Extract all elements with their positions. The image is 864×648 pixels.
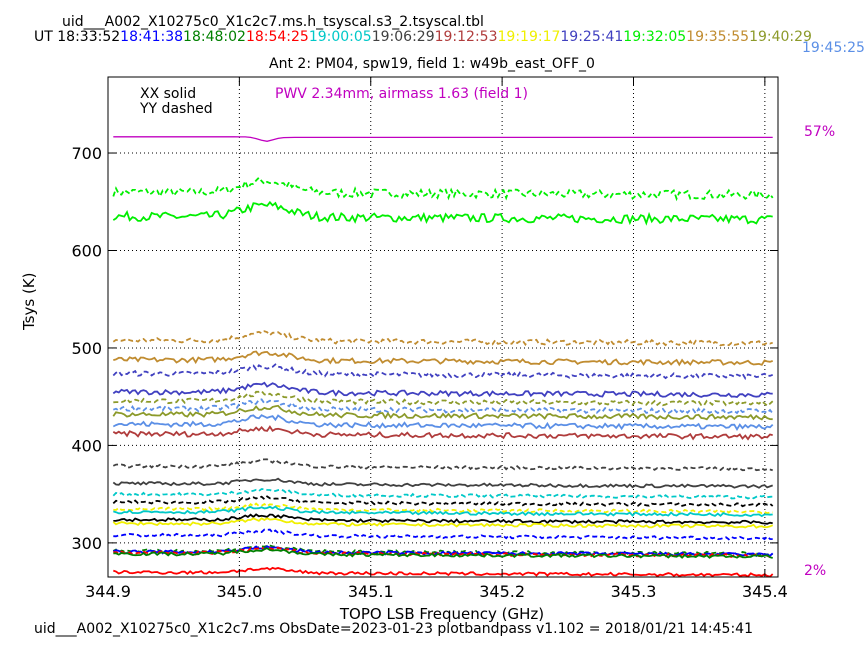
file-title: uid___A002_X10275c0_X1c2c7.ms.h_tsyscal.… [62,14,484,30]
series-line [112,381,773,399]
time-entry: 19:25:41 [560,29,624,45]
series-line [112,414,774,432]
x-tick-label: 345.2 [479,582,525,601]
series-line [112,404,773,421]
series-line [112,517,774,529]
time-list: 18:33:5218:41:3818:48:0218:54:2519:00:05… [57,29,812,45]
time-entry: 18:33:52 [57,29,121,45]
series-line [112,488,773,500]
series-line [113,513,773,525]
time-entry: 19:12:53 [434,29,498,45]
series-line [113,547,773,559]
footer-text: uid___A002_X10275c0_X1c2c7.ms ObsDate=20… [34,621,753,637]
series-line [113,350,773,367]
series-line [112,363,774,380]
time-entry: 18:54:25 [245,29,309,45]
series-line [112,477,774,489]
y-tick-label: 400 [71,436,102,455]
series-line [112,495,774,508]
time-entry: 18:41:38 [120,29,184,45]
plot-frame [107,76,779,578]
series-line [112,330,773,347]
x-tick-label: 345.4 [742,582,788,601]
x-tick-label: 345.0 [216,582,262,601]
legend-yy-dashed: YY dashed [139,101,213,117]
series-line [113,505,773,518]
y-tick-label: 500 [71,339,102,358]
time-legend: UT 18:33:5218:41:3818:48:0218:54:2519:00… [34,29,812,45]
series-line [113,528,773,541]
series-line [112,176,774,202]
y-tick-label: 300 [71,534,102,553]
time-entry: 19:00:05 [308,29,372,45]
series-line [113,390,774,407]
time-entry: 19:06:29 [371,29,435,45]
series-line [113,566,774,578]
plot-subtitle: Ant 2: PM04, spw19, field 1: w49b_east_O… [269,56,595,72]
right-axis-top-label: 57% [804,124,836,140]
atm-transmission-line [113,136,773,142]
ut-label: UT [34,29,53,45]
time-legend-overflow: 19:45:25 [802,40,864,56]
time-entry: 19:40:29 [749,29,812,45]
pwv-annotation: PWV 2.34mm, airmass 1.63 (field 1) [275,86,528,102]
time-entry: 19:19:17 [497,29,561,45]
time-entry: 18:48:02 [183,29,246,45]
y-tick-label: 700 [71,144,102,163]
series-line [112,458,773,472]
series-line [112,425,773,441]
x-tick-label: 345.3 [611,582,657,601]
series-line [112,398,774,416]
legend-xx-solid: XX solid [140,86,196,102]
x-axis-label: TOPO LSB Frequency (GHz) [339,605,545,623]
y-tick-label: 600 [71,241,102,260]
x-tick-label: 345.1 [348,582,394,601]
right-axis-bottom-label: 2% [804,563,827,579]
time-entry: 19:35:55 [686,29,750,45]
series-line [112,200,773,226]
time-entry: 19:32:05 [623,29,687,45]
x-tick-label: 344.9 [85,582,131,601]
